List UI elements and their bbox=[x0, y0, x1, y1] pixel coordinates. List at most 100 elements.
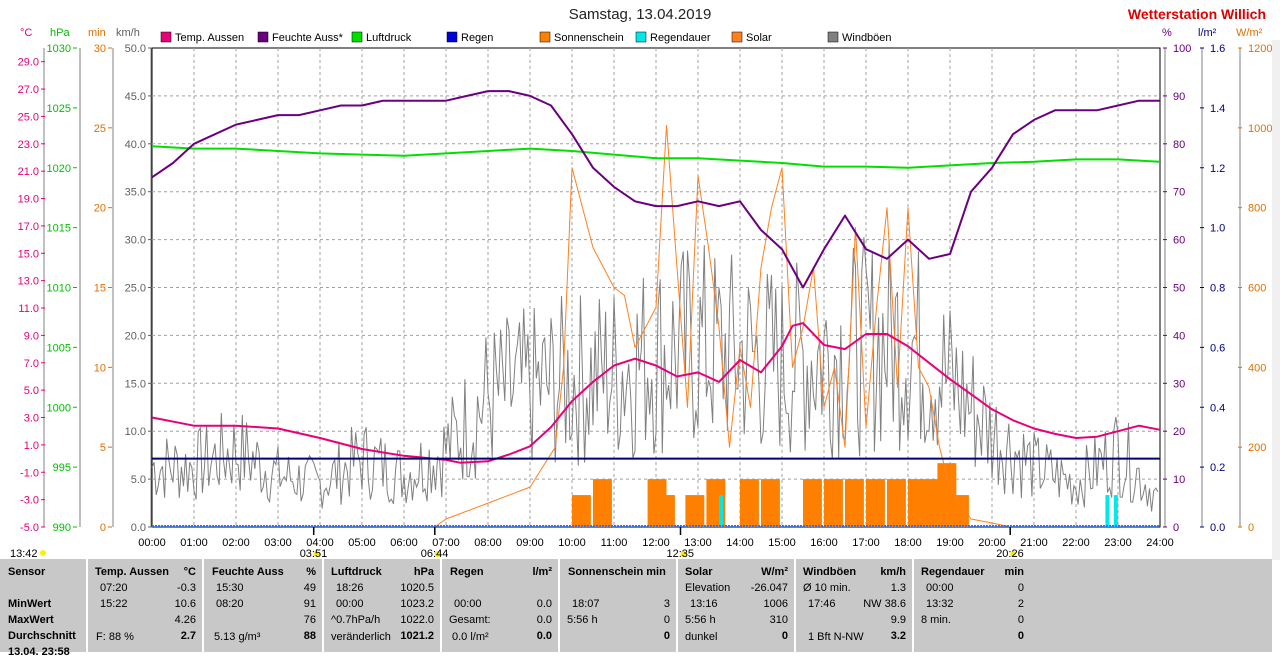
pressure-axis-tick-label: 1030 bbox=[47, 43, 71, 55]
pressure-axis-tick-label: 1005 bbox=[47, 342, 71, 354]
legend-swatch bbox=[827, 31, 839, 43]
hum-min-time: 15:30 bbox=[216, 582, 244, 594]
row-label-now: 13.04. 23:58 bbox=[8, 646, 70, 658]
minutes-axis-tick-label: 25 bbox=[94, 123, 106, 135]
percent-axis-tick-label: 70 bbox=[1173, 187, 1185, 199]
rd-min-value: 0 bbox=[1017, 582, 1024, 594]
percent-axis-tick-label: 60 bbox=[1173, 235, 1185, 247]
temp-axis-tick-label: 13.0 bbox=[18, 276, 39, 288]
temp-now-label: F: 88 % bbox=[96, 631, 134, 643]
hour-label: 17:00 bbox=[852, 537, 880, 549]
minutes-axis-tick-label: 5 bbox=[100, 442, 106, 454]
pressure-axis-tick-label: 990 bbox=[53, 522, 71, 534]
percent-axis-tick-label: 10 bbox=[1173, 474, 1185, 486]
percent-axis-tick-label: 50 bbox=[1173, 283, 1185, 295]
sunshine-bar bbox=[845, 479, 864, 527]
kmh-axis-tick-label: 15.0 bbox=[125, 378, 146, 390]
hdr-sensor: Sensor bbox=[8, 566, 46, 578]
temp-now-value: 2.7 bbox=[180, 630, 196, 642]
percent-axis-tick-label: 20 bbox=[1173, 426, 1185, 438]
rd-min-time: 00:00 bbox=[926, 582, 954, 594]
minutes-axis-tick-label: 0 bbox=[100, 522, 106, 534]
col-solar: Solar W/m² Elevation -26.047 13:16 1006 … bbox=[678, 559, 796, 652]
series-windboeen bbox=[151, 237, 1159, 512]
sunshine-bar bbox=[866, 479, 885, 527]
sun-now-value: 0 bbox=[663, 630, 670, 642]
hour-label: 01:00 bbox=[180, 537, 208, 549]
hour-label: 19:00 bbox=[936, 537, 964, 549]
col-rain: Regen l/m² 00:00 0.0 Gesamt: 0.0 0.0 l/m… bbox=[442, 559, 560, 652]
station-name: Wetterstation Willich bbox=[1127, 6, 1266, 22]
kmh-axis-tick-label: 0.0 bbox=[131, 522, 146, 534]
hdr-rain: Regen bbox=[450, 566, 484, 578]
rain-max-value: 0.0 bbox=[536, 598, 552, 610]
press-avg-value: 1022.0 bbox=[400, 614, 434, 626]
temp-axis-tick-label: 9.0 bbox=[24, 330, 39, 342]
sunshine-bar bbox=[685, 495, 705, 527]
temp-axis-tick-label: 27.0 bbox=[18, 84, 39, 96]
series-temp bbox=[151, 322, 1161, 464]
hdr-humidity: Feuchte Auss bbox=[212, 566, 284, 578]
hum-avg-value: 76 bbox=[303, 614, 316, 626]
sunshine-bar bbox=[656, 495, 675, 527]
legend-swatch bbox=[160, 31, 172, 43]
row-label-min: MinWert bbox=[8, 598, 52, 610]
col-sunshine: Sonnenschein min 18:07 3 5:56 h 0 0 bbox=[560, 559, 678, 652]
press-min-value: 1020.5 bbox=[400, 582, 434, 594]
temp-max-time: 15:22 bbox=[100, 598, 128, 610]
lm2-axis-tick-label: 1.4 bbox=[1210, 103, 1225, 115]
kmh-axis-tick-label: 20.0 bbox=[125, 330, 146, 342]
hdr-wind: Windböen bbox=[803, 566, 857, 578]
rd-max-value: 2 bbox=[1017, 598, 1024, 610]
lm2-axis-tick-label: 0.6 bbox=[1210, 342, 1225, 354]
col-humidity: Feuchte Auss % 15:30 49 08:20 91 76 5.13… bbox=[204, 559, 324, 652]
lm2-axis-tick-label: 0.0 bbox=[1210, 522, 1225, 534]
legend-label: Temp. Aussen bbox=[175, 32, 244, 44]
wm2-axis-tick-label: 800 bbox=[1248, 203, 1266, 215]
legend-swatch bbox=[539, 31, 551, 43]
kmh-axis-tick-label: 5.0 bbox=[131, 474, 146, 486]
kmh-axis-tick-label: 45.0 bbox=[125, 91, 146, 103]
moonset-marker-label: 03:51 bbox=[300, 548, 328, 559]
wind-avg-value: 9.9 bbox=[890, 614, 906, 626]
row-label-avg: Durchschnitt bbox=[8, 630, 76, 642]
temp-axis-tick-label: 29.0 bbox=[18, 57, 39, 69]
hour-label: 02:00 bbox=[222, 537, 250, 549]
solar-elevation-label: Elevation bbox=[685, 582, 731, 594]
pressure-axis-tick-label: 995 bbox=[53, 462, 71, 474]
hdr-wind-unit: km/h bbox=[880, 566, 906, 578]
col-temp: Temp. Aussen °C 07:20 -0.3 15:22 10.6 4.… bbox=[88, 559, 204, 652]
hour-label: 00:00 bbox=[138, 537, 166, 549]
chart-title: Samstag, 13.04.2019 bbox=[568, 6, 712, 23]
temp-axis-tick-label: -3.0 bbox=[20, 495, 39, 507]
temp-axis-tick-label: 15.0 bbox=[18, 248, 39, 260]
temp-axis-tick-label: 3.0 bbox=[24, 413, 39, 425]
rainduration-bar bbox=[1113, 495, 1118, 527]
hour-label: 03:00 bbox=[264, 537, 292, 549]
temp-axis-tick-label: -1.0 bbox=[20, 467, 39, 479]
lm2-axis-tick-label: 0.4 bbox=[1210, 402, 1225, 414]
temp-axis-tick-label: 25.0 bbox=[18, 111, 39, 123]
weather-chart: 29.0 27.0 25.0 23.0 21.0 19.0 17.0 15.0 13.0 11.0… bbox=[10, 27, 1272, 559]
noon-marker-dot bbox=[680, 551, 687, 557]
hour-label: 13:00 bbox=[684, 537, 712, 549]
minutes-axis-tick-label: 30 bbox=[94, 43, 106, 55]
hour-label: 06:00 bbox=[390, 537, 418, 549]
press-now-value: 1021.2 bbox=[400, 630, 434, 642]
sun-total-label: 5:56 h bbox=[567, 614, 598, 626]
hour-label: 04:00 bbox=[306, 537, 334, 549]
pressure-axis-tick-label: 1025 bbox=[47, 103, 71, 115]
press-max-value: 1023.2 bbox=[400, 598, 434, 610]
temp-axis-tick-label: 19.0 bbox=[18, 194, 39, 206]
temp-max-value: 10.6 bbox=[174, 598, 196, 610]
col-sensor: Sensor MinWert MaxWert Durchschnitt 13.0… bbox=[0, 559, 88, 658]
press-trend-label: ^0.7hPa/h bbox=[331, 614, 381, 626]
hum-max-value: 91 bbox=[303, 598, 316, 610]
kmh-axis-tick-label: 40.0 bbox=[125, 139, 146, 151]
lm2-unit: l/m² bbox=[1198, 27, 1217, 39]
col-pressure: Luftdruck hPa 18:26 1020.5 00:00 1023.2 … bbox=[324, 559, 442, 652]
sunshine-bar bbox=[887, 479, 906, 527]
hdr-temp-unit: °C bbox=[183, 566, 196, 578]
rain-now-value: 0.0 bbox=[536, 630, 552, 642]
temp-axis-tick-label: -5.0 bbox=[20, 522, 39, 534]
